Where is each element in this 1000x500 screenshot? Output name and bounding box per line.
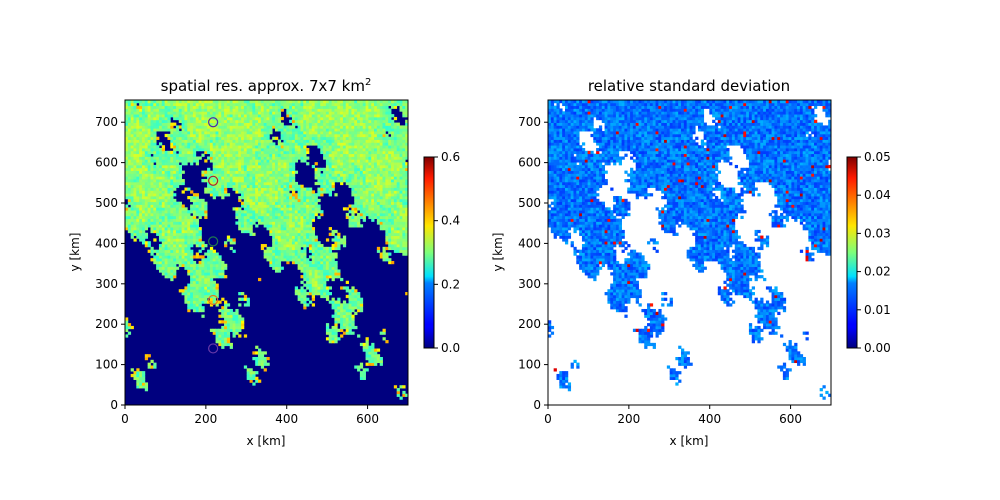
colorbar-tick-label: 0.03 (864, 226, 891, 240)
right-panel: relative standard deviation 0 200 400 600 0 1… (491, 77, 891, 448)
right-ylabel: y [km] (491, 233, 505, 272)
y-tick-label: 400 (518, 236, 541, 250)
right-heatmap (548, 100, 831, 405)
right-ticks: 0 200 400 600 0 100 200 300 400 500 600 700 (518, 115, 802, 426)
y-tick-label: 600 (95, 156, 118, 170)
x-tick-label: 600 (356, 412, 379, 426)
colorbar-tick-label: 0.6 (441, 150, 460, 164)
colorbar-tick-label: 0.05 (864, 150, 891, 164)
left-ticks: 0 200 400 600 0 100 200 300 400 500 600 700 (95, 115, 379, 426)
right-xlabel: x [km] (670, 434, 709, 448)
y-tick-label: 700 (95, 115, 118, 129)
right-colorbar: 0.00 0.01 0.02 0.03 0.04 0.05 (846, 150, 891, 355)
colorbar-tick-label: 0.0 (441, 341, 460, 355)
colorbar-tick-label: 0.00 (864, 341, 891, 355)
y-tick-label: 100 (95, 358, 118, 372)
y-tick-label: 300 (518, 277, 541, 291)
x-tick-label: 200 (194, 412, 217, 426)
location-marker (208, 343, 219, 354)
location-marker (208, 117, 219, 128)
x-tick-label: 200 (617, 412, 640, 426)
location-marker (208, 175, 219, 186)
right-title: relative standard deviation (588, 77, 790, 95)
y-tick-label: 700 (518, 115, 541, 129)
x-tick-label: 400 (698, 412, 721, 426)
right-axes-frame (547, 99, 832, 406)
y-tick-label: 200 (95, 317, 118, 331)
left-panel: spatial res. approx. 7x7 km2 0 200 400 6000… (68, 77, 460, 448)
y-tick-label: 500 (95, 196, 118, 210)
y-tick-label: 500 (518, 196, 541, 210)
colorbar-tick-label: 0.04 (864, 188, 891, 202)
x-tick-label: 0 (544, 412, 552, 426)
colorbar-tick-label: 0.4 (441, 214, 460, 228)
left-title: spatial res. approx. 7x7 km2 (161, 77, 372, 95)
location-marker (208, 294, 219, 306)
colorbar-tick-label: 0.02 (864, 265, 891, 279)
left-heatmap (125, 100, 408, 405)
colorbar-tick-label: 0.01 (864, 303, 891, 317)
colorbar-tick-label: 0.2 (441, 277, 460, 291)
y-tick-label: 0 (533, 398, 541, 412)
y-tick-label: 400 (95, 236, 118, 250)
y-tick-label: 300 (95, 277, 118, 291)
left-ylabel: y [km] (68, 233, 82, 272)
x-tick-label: 400 (275, 412, 298, 426)
y-tick-label: 0 (110, 398, 118, 412)
y-tick-label: 600 (518, 156, 541, 170)
left-xlabel: x [km] (247, 434, 286, 448)
left-colorbar: 0.0 0.2 0.4 0.6 (423, 150, 460, 355)
location-marker (208, 236, 219, 247)
y-tick-label: 200 (518, 317, 541, 331)
y-tick-label: 100 (518, 358, 541, 372)
x-tick-label: 600 (779, 412, 802, 426)
x-tick-label: 0 (121, 412, 129, 426)
left-markers (208, 117, 219, 354)
left-axes-frame (124, 99, 409, 406)
